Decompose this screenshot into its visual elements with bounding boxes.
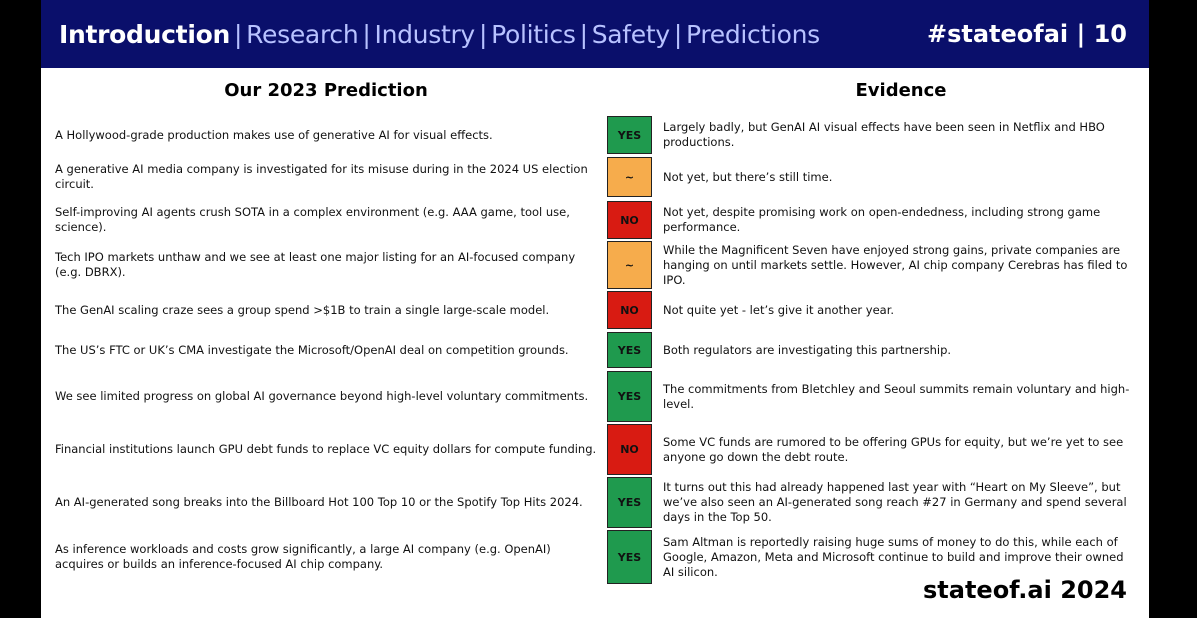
nav-introduction[interactable]: Introduction xyxy=(59,20,230,49)
verdict-badge: YES xyxy=(607,371,652,422)
evidence-text: While the Magnificent Seven have enjoyed… xyxy=(663,242,1128,287)
nav-separator: | xyxy=(233,20,243,49)
prediction-text: Financial institutions launch GPU debt f… xyxy=(55,442,597,456)
evidence-text: It turns out this had already happened l… xyxy=(663,480,1127,524)
right-border xyxy=(1149,0,1197,618)
verdict-badge: NO xyxy=(607,291,652,329)
verdict-badge: YES xyxy=(607,116,652,154)
evidence-text: Both regulators are investigating this p… xyxy=(663,342,952,357)
prediction-text: An AI-generated song breaks into the Bil… xyxy=(55,495,583,509)
evidence-text: Not yet, but there’s still time. xyxy=(663,169,833,184)
prediction-text: We see limited progress on global AI gov… xyxy=(55,389,589,403)
evidence-text: Not yet, despite promising work on open-… xyxy=(663,205,1101,234)
prediction-text: Tech IPO markets unthaw and we see at le… xyxy=(55,250,576,279)
nav-research[interactable]: Research xyxy=(246,20,359,49)
prediction-text: The GenAI scaling craze sees a group spe… xyxy=(55,302,550,317)
verdict-badge: YES xyxy=(607,332,652,368)
prediction-text: Self-improving AI agents crush SOTA in a… xyxy=(55,205,570,234)
verdict-badge: YES xyxy=(607,530,652,584)
verdict-badge: ~ xyxy=(607,157,652,197)
nav-industry[interactable]: Industry xyxy=(374,20,476,49)
prediction-text: As inference workloads and costs grow si… xyxy=(55,542,551,571)
evidence-column-title: Evidence xyxy=(855,80,947,101)
header-bar: Introduction | Research | Industry | Politics |… xyxy=(41,0,1149,68)
verdict-badge: ~ xyxy=(607,241,652,289)
nav-predictions[interactable]: Predictions xyxy=(685,20,820,49)
nav-separator: | xyxy=(478,20,488,49)
evidence-text: Not quite yet - let’s give it another ye… xyxy=(663,302,895,317)
prediction-column-title: Our 2023 Prediction xyxy=(224,80,428,101)
nav-separator: | xyxy=(673,20,682,49)
nav-safety[interactable]: Safety xyxy=(591,20,670,49)
verdict-badge: YES xyxy=(607,477,652,528)
slide: Introduction | Research | Industry | Politics |… xyxy=(41,0,1149,618)
evidence-text: Largely badly, but GenAI AI visual effec… xyxy=(663,120,1105,149)
hashtag-page-number: #stateofai | 10 xyxy=(926,20,1127,48)
evidence-text: Sam Altman is reportedly raising huge su… xyxy=(663,534,1124,579)
nav-separator: | xyxy=(579,20,588,49)
prediction-text: A Hollywood-grade production makes use o… xyxy=(55,127,493,142)
evidence-text: Some VC funds are rumored to be offering… xyxy=(663,434,1124,464)
evidence-text: The commitments from Bletchley and Seoul… xyxy=(663,381,1130,411)
verdict-badge: NO xyxy=(607,201,652,239)
prediction-text: The US’s FTC or UK’s CMA investigate the… xyxy=(55,342,569,357)
prediction-text: A generative AI media company is investi… xyxy=(55,162,588,191)
nav-separator: | xyxy=(362,20,371,49)
verdict-badge: NO xyxy=(607,424,652,475)
nav-politics[interactable]: Politics xyxy=(491,20,576,49)
footer-brand: stateof.ai 2024 xyxy=(922,576,1127,604)
section-nav: Introduction | Research | Industry | Politics |… xyxy=(59,20,820,49)
